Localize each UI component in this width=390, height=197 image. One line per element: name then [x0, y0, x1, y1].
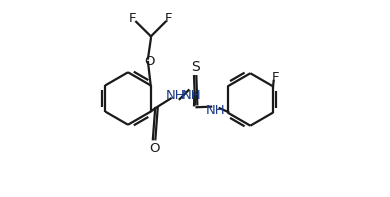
Text: F: F	[165, 12, 172, 25]
Text: NH: NH	[181, 88, 201, 101]
Text: F: F	[129, 12, 136, 25]
Text: NH: NH	[166, 89, 185, 102]
Text: S: S	[191, 60, 200, 74]
Text: NH: NH	[206, 104, 226, 117]
Text: F: F	[272, 71, 280, 84]
Text: O: O	[149, 142, 160, 155]
Text: O: O	[144, 55, 155, 68]
